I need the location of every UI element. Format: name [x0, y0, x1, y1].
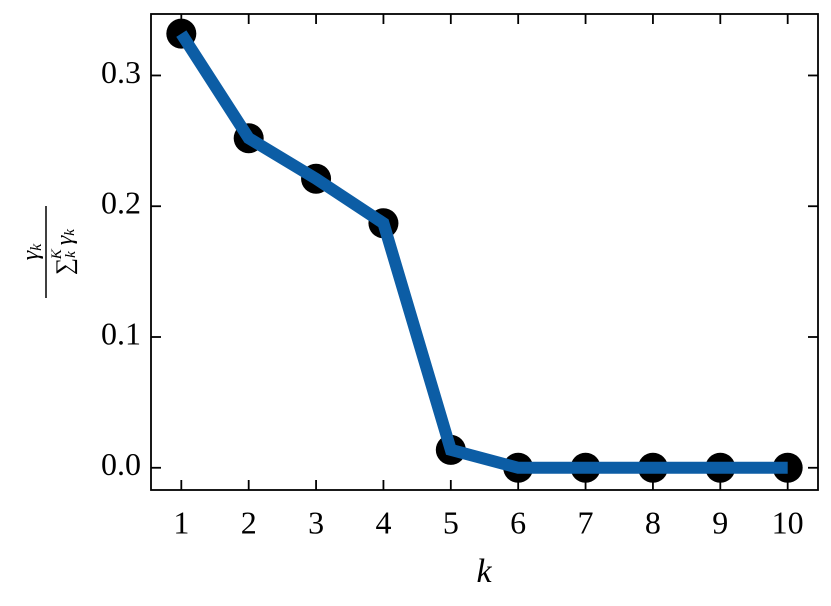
- y-tick-label: 0.3: [101, 54, 141, 90]
- y-label-numerator: γk: [18, 243, 45, 260]
- x-tick-label: 1: [173, 504, 189, 540]
- x-tick-label: 8: [645, 504, 661, 540]
- x-tick-label: 3: [308, 504, 324, 540]
- y-tick-label: 0.2: [101, 185, 141, 221]
- line: [176, 30, 788, 474]
- x-tick-label: 6: [510, 504, 526, 540]
- y-tick-label: 0.1: [101, 315, 141, 351]
- x-tick-label: 5: [443, 504, 459, 540]
- y-tick-label: 0.0: [101, 446, 141, 482]
- x-tick-label: 7: [578, 504, 594, 540]
- x-tick-label: 10: [772, 504, 804, 540]
- x-axis-label: k: [476, 553, 492, 590]
- x-tick-label: 4: [375, 504, 391, 540]
- plot-frame: [150, 13, 819, 491]
- y-axis-label: γk ∑kKγk: [18, 206, 79, 298]
- y-label-denominator: ∑kKγk: [49, 229, 79, 275]
- x-tick-label: 9: [712, 504, 728, 540]
- x-tick-label: 2: [241, 504, 257, 540]
